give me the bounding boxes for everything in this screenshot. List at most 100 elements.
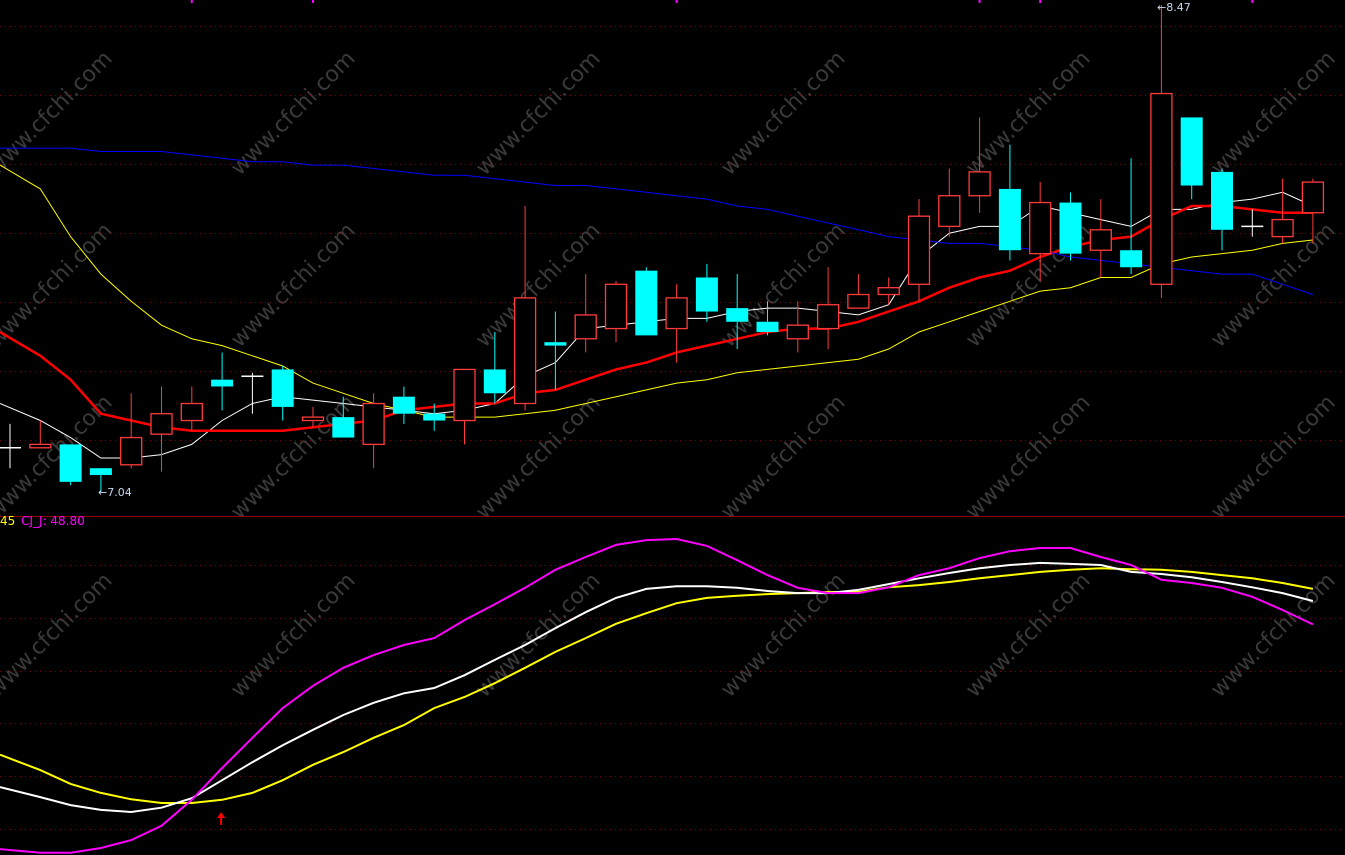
candle xyxy=(968,117,991,213)
candle-body xyxy=(968,171,991,197)
candle-body xyxy=(574,314,597,340)
candle xyxy=(544,311,567,390)
candle-body xyxy=(1180,117,1203,186)
candle xyxy=(301,406,325,428)
candle-body xyxy=(120,436,143,466)
candle xyxy=(726,274,749,350)
candle-body xyxy=(29,443,52,449)
indicator-legend: 45 CJ_J: 48.80 xyxy=(0,514,85,528)
candle xyxy=(574,274,597,353)
watermark-text: www.cfchi.com xyxy=(716,390,850,524)
candle xyxy=(665,284,688,363)
candle-body xyxy=(877,287,900,296)
watermark-text: www.cfchi.com xyxy=(716,46,850,180)
moving-average-lines xyxy=(0,147,1314,459)
candle-body xyxy=(1029,201,1052,255)
top-marker xyxy=(675,0,678,3)
candle xyxy=(695,263,718,322)
arrow-left-icon: ← xyxy=(1157,1,1167,14)
candle xyxy=(332,396,355,438)
candle-body xyxy=(1150,92,1173,285)
high-price-label: ←8.47 xyxy=(1157,1,1191,14)
candle-body xyxy=(726,308,749,322)
candle xyxy=(756,301,779,336)
candle-body xyxy=(816,304,840,330)
candle xyxy=(1241,209,1264,237)
candle-body xyxy=(1120,250,1143,268)
top-marker xyxy=(190,0,193,3)
candle xyxy=(483,331,506,404)
candle xyxy=(1271,178,1294,244)
candle-body xyxy=(938,195,961,228)
candle xyxy=(604,280,628,343)
candle xyxy=(362,393,385,469)
candle-body xyxy=(604,283,628,330)
candle xyxy=(180,386,203,431)
candle-body xyxy=(180,402,203,422)
watermark-text: www.cfchi.com xyxy=(961,390,1095,524)
candle xyxy=(1301,178,1325,244)
candle-body xyxy=(1301,181,1325,214)
candle xyxy=(1059,192,1082,261)
candle xyxy=(816,267,840,350)
candle xyxy=(1150,5,1173,298)
watermark-text: www.cfchi.com xyxy=(961,46,1095,180)
candle xyxy=(877,277,900,305)
ind-yellow-line xyxy=(0,567,1314,804)
watermark-text: www.cfchi.com xyxy=(1206,390,1340,524)
candle-body xyxy=(907,215,931,285)
watermark-text: www.cfchi.com xyxy=(226,218,360,352)
ma-blue-line xyxy=(0,147,1314,295)
candle-body xyxy=(695,277,718,312)
ind-white-line xyxy=(0,561,1314,814)
candle xyxy=(29,420,52,449)
watermark-text: www.cfchi.com xyxy=(961,568,1095,702)
candle xyxy=(241,372,264,414)
candle-body xyxy=(786,324,809,340)
candle xyxy=(907,199,931,302)
legend-cj-j: CJ_J: 48.80 xyxy=(21,514,85,528)
candle-body xyxy=(332,417,355,438)
top-marker xyxy=(312,0,314,3)
candle xyxy=(1089,199,1112,278)
candle xyxy=(998,144,1021,261)
indicator-lines xyxy=(0,537,1314,854)
legend-yellow-value: 45 xyxy=(0,514,16,528)
candle xyxy=(423,403,446,431)
candle-body xyxy=(998,188,1021,251)
candle xyxy=(59,444,82,486)
watermark-text: www.cfchi.com xyxy=(1206,218,1340,352)
candle-body xyxy=(1089,229,1112,251)
candle-body xyxy=(59,444,82,482)
candlesticks xyxy=(0,5,1325,493)
candle-body xyxy=(211,379,234,387)
candle xyxy=(271,366,294,421)
candle-body xyxy=(362,402,385,446)
ma-white-line xyxy=(0,191,1314,459)
candle xyxy=(211,352,234,411)
candle-body xyxy=(89,468,112,476)
candle-body xyxy=(756,321,779,332)
candle xyxy=(89,468,112,493)
candle xyxy=(1211,168,1233,251)
candle-body xyxy=(1211,171,1233,230)
watermark-text: www.cfchi.com xyxy=(0,46,118,180)
watermark-text: www.cfchi.com xyxy=(0,568,118,702)
candle-body xyxy=(483,369,506,394)
low-price-label: ←7.04 xyxy=(98,486,132,499)
candle-body xyxy=(513,297,537,405)
watermark-text: www.cfchi.com xyxy=(716,218,850,352)
candle xyxy=(392,386,415,424)
watermark-text: www.cfchi.com xyxy=(226,568,360,702)
ind-magenta-line xyxy=(0,537,1314,854)
candle xyxy=(1180,117,1203,200)
top-markers xyxy=(190,0,1254,3)
top-marker xyxy=(978,0,981,3)
candle-body xyxy=(635,270,658,336)
watermark-text: www.cfchi.com xyxy=(471,390,605,524)
candle xyxy=(513,205,537,411)
candle-body xyxy=(665,297,688,330)
candle xyxy=(786,301,809,353)
candle-body xyxy=(453,368,476,422)
